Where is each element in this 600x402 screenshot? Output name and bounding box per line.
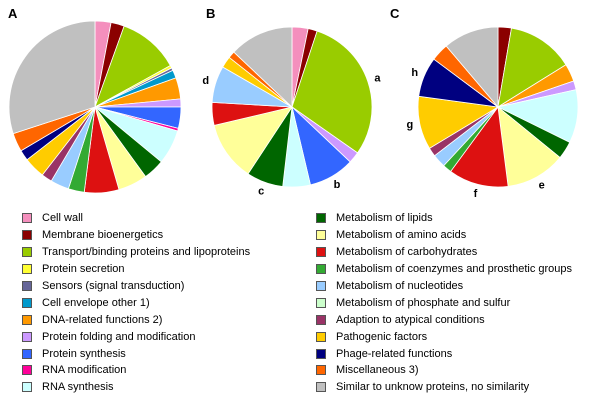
slice-a-similar-to-unknow-proteins-no-similarity: [8, 20, 96, 135]
slice-c-metabolism-of-amino-acids: [497, 106, 561, 187]
slice-b-transport-binding-proteins-and-lipoproteins: [291, 30, 373, 154]
legend-item-cell-envelope-other-1: Cell envelope other 1): [22, 294, 250, 311]
legend-item-phage-related-functions: Phage-related functions: [316, 345, 572, 362]
legend-item-metabolism-of-amino-acids: Metabolism of amino acids: [316, 227, 572, 244]
legend-swatch: [316, 382, 326, 393]
legend-item-rna-modification: RNA modification: [22, 362, 250, 379]
legend-label: Cell envelope other 1): [42, 296, 150, 309]
slice-label-a: a: [374, 73, 381, 85]
legend-label: Metabolism of nucleotides: [336, 280, 464, 292]
legend-label: DNA-related functions 2): [42, 313, 163, 326]
legend-item-metabolism-of-carbohydrates: Metabolism of carbohydrates: [316, 244, 572, 261]
slice-label-c: c: [258, 186, 264, 198]
legend-swatch: [316, 264, 326, 275]
legend-label: Sensors (signal transduction): [42, 280, 185, 292]
legend-swatch: [22, 382, 32, 393]
legend-item-protein-secretion: Protein secretion: [22, 261, 250, 278]
slice-c-similar-to-unknow-proteins-no-similarity: [445, 26, 499, 109]
slice-label-f: f: [474, 188, 478, 200]
legend-swatch: [22, 264, 32, 275]
legend-swatch: [22, 348, 32, 359]
legend-item-pathogenic-factors: Pathogenic factors: [316, 328, 572, 345]
legend-label: Pathogenic factors: [336, 330, 428, 343]
slice-b-similar-to-unknow-proteins-no-similarity: [233, 26, 293, 108]
slice-label-g: g: [407, 119, 414, 131]
legend-item-membrane-bioenergetics: Membrane bioenergetics: [22, 227, 250, 244]
legend-item-metabolism-of-nucleotides: Metabolism of nucleotides: [316, 278, 572, 295]
legend-swatch: [22, 297, 32, 308]
legend-item-protein-synthesis: Protein synthesis: [22, 345, 250, 362]
slice-b-metabolism-of-amino-acids: [213, 106, 293, 175]
legend-label: Metabolism of carbohydrates: [336, 246, 478, 259]
legend-swatch: [316, 365, 326, 376]
legend-item-metabolism-of-lipids: Metabolism of lipids: [316, 210, 572, 227]
legend-swatch: [316, 281, 326, 291]
legend-label: Metabolism of amino acids: [336, 229, 467, 242]
legend-label: Protein folding and modification: [42, 330, 196, 343]
legend-label: Metabolism of coenzymes and prosthetic g…: [336, 263, 573, 276]
legend-swatch: [316, 331, 326, 342]
legend-item-transport-binding-proteins-and-lipoproteins: Transport/binding proteins and lipoprote…: [22, 244, 250, 261]
legend-swatch: [22, 314, 32, 325]
legend-swatch: [316, 348, 326, 359]
legend-label: Similar to unknow proteins, no similarit…: [336, 381, 530, 394]
slice-label-d: d: [202, 75, 209, 87]
legend-label: Membrane bioenergetics: [42, 229, 164, 242]
legend-label: Adaption to atypical conditions: [336, 313, 485, 326]
legend-label: RNA synthesis: [42, 381, 114, 394]
legend-left: Cell wall Membrane bioenergetics Transport…: [22, 210, 250, 396]
legend-swatch: [22, 230, 32, 241]
slice-c-transport-binding-proteins-and-lipoproteins: [497, 27, 567, 108]
legend-item-rna-synthesis: RNA synthesis: [22, 379, 250, 396]
legend-swatch: [316, 213, 326, 224]
legend-label: Metabolism of phosphate and sulfur: [336, 296, 511, 309]
slice-label-e: e: [539, 180, 545, 192]
legend-swatch: [22, 365, 32, 376]
pie-charts: A Ba b c d Ce f g h: [8, 6, 579, 200]
legend-label: Phage-related functions: [336, 347, 453, 360]
legend-swatch: [22, 331, 32, 342]
legend-item-dna-related-functions-2: DNA-related functions 2): [22, 311, 250, 328]
legend-item-protein-folding-and-modification: Protein folding and modification: [22, 328, 250, 345]
legend-label: Cell wall: [42, 212, 83, 225]
slice-label-b: b: [334, 179, 341, 191]
legend-item-metabolism-of-phosphate-and-sulfur: Metabolism of phosphate and sulfur: [316, 294, 572, 311]
legend-label: Transport/binding proteins and lipoprote…: [42, 246, 251, 259]
slice-label-h: h: [411, 67, 418, 79]
legend-item-metabolism-of-coenzymes-and-prosthetic-groups: Metabolism of coenzymes and prosthetic g…: [316, 261, 572, 278]
legend-swatch: [316, 230, 326, 241]
legend-swatch: [316, 297, 326, 308]
panel-label-c: C: [390, 6, 400, 21]
legend-label: Protein secretion: [42, 263, 125, 276]
legend-label: Metabolism of lipids: [336, 212, 433, 225]
legend-item-adaption-to-atypical-conditions: Adaption to atypical conditions: [316, 311, 572, 328]
legend-swatch: [22, 281, 32, 291]
legend-label: Protein synthesis: [42, 347, 126, 360]
legend-swatch: [22, 247, 32, 258]
slice-c-metabolism-of-carbohydrates: [450, 105, 509, 188]
legend-label: Miscellaneous 3): [336, 364, 419, 377]
legend-swatch: [316, 247, 326, 258]
legend-item-similar-to-unknow-proteins-no-similarity: Similar to unknow proteins, no similarit…: [316, 379, 572, 396]
legend-swatch: [22, 213, 32, 224]
panel-label-b: B: [206, 6, 215, 21]
legend-item-miscellaneous-3: Miscellaneous 3): [316, 362, 572, 379]
legend-label: RNA modification: [42, 364, 127, 377]
legend-right: Metabolism of lipids Metabolism of amino …: [316, 210, 572, 396]
legend-swatch: [316, 314, 326, 325]
slice-a-transport-binding-proteins-and-lipoproteins: [94, 25, 171, 108]
legend-item-sensors-signal-transduction: Sensors (signal transduction): [22, 278, 250, 295]
legend-item-cell-wall: Cell wall: [22, 210, 250, 227]
panel-label-a: A: [8, 6, 18, 21]
